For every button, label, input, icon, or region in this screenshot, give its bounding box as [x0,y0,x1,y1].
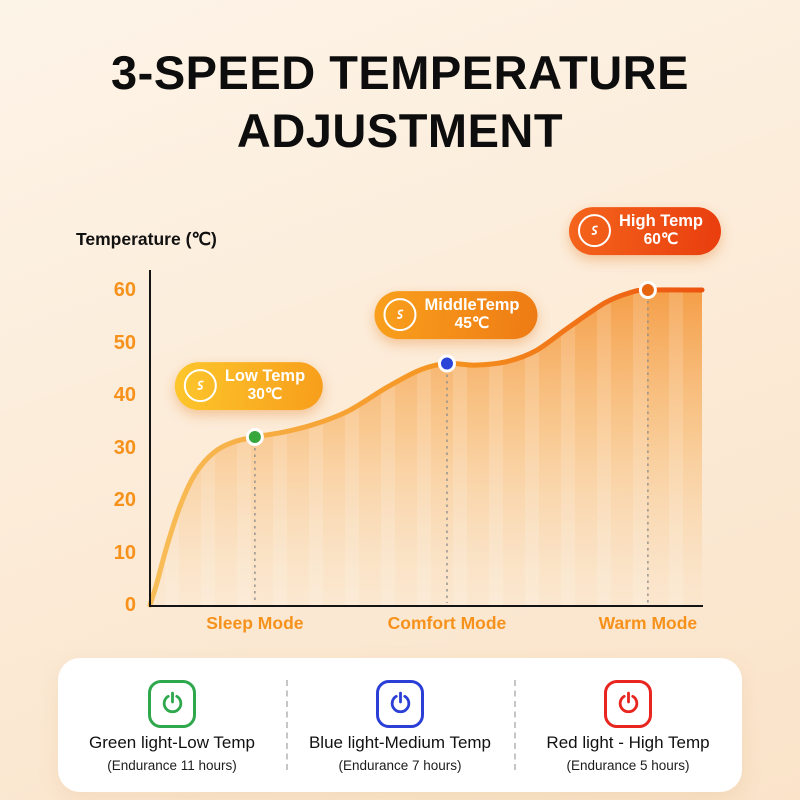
x-axis-label: Sleep Mode [206,613,304,633]
data-point-markers [245,281,657,603]
badge-middle-temp: MiddleTemp 45℃ [374,291,538,339]
badge-value: 60℃ [643,231,679,249]
badge-text: High Temp 60℃ [619,212,703,250]
badge-low-temp: Low Temp 30℃ [174,362,324,410]
legend-endurance: (Endurance 5 hours) [566,757,690,773]
heat-wave-icon [577,214,611,248]
mode-legend-card: Green light-Low Temp (Endurance 11 hours… [58,658,742,792]
badge-text: MiddleTemp 45℃ [424,296,519,334]
y-tick-label: 0 [124,594,136,616]
y-tick-label: 10 [113,541,136,564]
x-axis-label: Comfort Mode [387,613,507,633]
temperature-curve [147,287,705,608]
badge-text: Low Temp 30℃ [225,367,305,405]
badge-label: High Temp [618,212,704,231]
badge-value: 45℃ [454,315,490,333]
badge-value: 30℃ [247,386,283,404]
badge-high-temp: High Temp 60℃ [568,207,722,255]
heat-wave-icon [383,298,417,332]
legend-item-blue: Blue light-Medium Temp (Endurance 7 hour… [286,658,514,792]
page-title-line1: 3-SPEED TEMPERATURE [111,46,689,99]
power-icon [376,679,424,728]
y-tick-label: 40 [113,384,136,406]
y-axis-title: Temperature (℃) [76,229,217,249]
page-title-line2: ADJUSTMENT [236,104,564,158]
data-point-dot [245,428,264,446]
y-tick-label: 60 [113,279,136,301]
y-tick-label: 20 [113,489,136,511]
area-fill [150,289,702,605]
heat-wave-icon [183,369,217,403]
legend-label: Red light - High Temp [546,732,710,752]
legend-item-green: Green light-Low Temp (Endurance 11 hours… [58,658,286,792]
y-tick-label: 30 [113,436,136,459]
y-tick-label: 50 [113,331,136,354]
data-point-dot [437,354,456,373]
power-icon [604,679,652,728]
badge-label: MiddleTemp [424,296,520,315]
legend-label: Blue light-Medium Temp [308,732,492,752]
badge-label: Low Temp [224,367,306,386]
legend-label: Green light-Low Temp [89,732,255,752]
x-axis-label: Warm Mode [598,613,698,633]
legend-item-red: Red light - High Temp (Endurance 5 hours… [514,658,742,792]
data-point-dot [638,281,657,299]
legend-endurance: (Endurance 11 hours) [107,757,237,773]
legend-endurance: (Endurance 7 hours) [338,757,462,773]
page-title: 3-SPEED TEMPERATURE ADJUSTMENT [0,44,800,161]
power-icon [148,679,196,728]
